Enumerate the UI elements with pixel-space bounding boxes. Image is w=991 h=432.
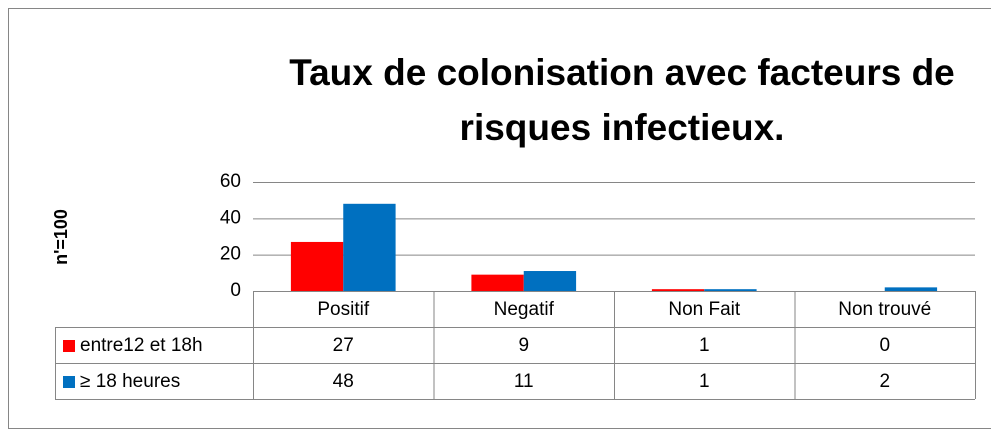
- data-label: 0: [879, 335, 890, 356]
- bar: [704, 289, 757, 291]
- legend-swatch: [63, 376, 75, 388]
- y-tick-label: 0: [230, 280, 241, 301]
- chart-title: risques infectieux.: [460, 107, 785, 148]
- x-tick-label: Non Fait: [668, 299, 741, 320]
- bar: [651, 289, 705, 291]
- bar: [343, 203, 396, 291]
- x-tick-label: Positif: [317, 299, 369, 320]
- y-tick-label: 60: [220, 171, 241, 192]
- data-label: 1: [699, 335, 710, 356]
- chart-title: Taux de colonisation avec facteurs de: [289, 52, 955, 93]
- data-label: 1: [699, 371, 710, 392]
- data-label: 9: [518, 335, 529, 356]
- data-label: 48: [333, 371, 354, 392]
- data-label: 2: [879, 371, 890, 392]
- data-label: 27: [333, 335, 354, 356]
- y-tick-label: 40: [220, 207, 241, 228]
- data-label: 11: [514, 371, 534, 392]
- x-tick-label: Non trouvé: [838, 299, 931, 320]
- x-tick-label: Negatif: [494, 299, 555, 320]
- bar: [523, 271, 577, 291]
- y-axis-label: n'=100: [51, 209, 71, 265]
- legend-label: entre12 et 18h: [80, 335, 203, 356]
- legend-label: ≥ 18 heures: [80, 371, 180, 392]
- bar: [471, 274, 524, 291]
- bar: [290, 241, 344, 291]
- legend-swatch: [63, 340, 75, 352]
- bar: [884, 287, 938, 291]
- y-tick-label: 20: [220, 244, 241, 265]
